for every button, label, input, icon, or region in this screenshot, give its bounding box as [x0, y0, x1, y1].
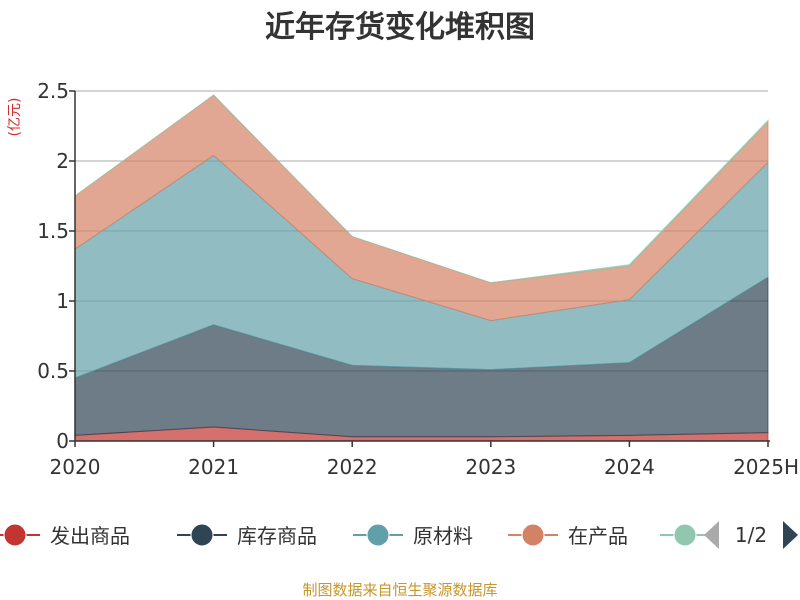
legend-item[interactable]: 在产品: [508, 523, 628, 548]
x-tick-label: 2025H: [733, 455, 799, 479]
unit-paren-open: (: [7, 131, 23, 136]
y-tick-labels: 0 0.5 1 1.5 2 2.5: [37, 79, 69, 453]
legend-circle-icon: [190, 523, 214, 547]
legend-circle-icon: [3, 523, 27, 547]
legend-item[interactable]: [660, 523, 710, 547]
chart-title: 近年存货变化堆积图: [265, 10, 535, 45]
legend-next-arrow-icon[interactable]: [783, 521, 798, 549]
legend-circle-icon: [521, 523, 545, 547]
legend-label: 原材料: [413, 524, 473, 548]
area-series-5: [74, 94, 769, 284]
source-note: 制图数据来自恒生聚源数据库: [302, 581, 497, 599]
x-tick-labels: 2020 2021 2022 2023 2024 2025H: [50, 455, 799, 479]
x-tick-label: 2024: [604, 455, 655, 479]
legend-label: 在产品: [568, 524, 628, 548]
unit-paren-close: ): [7, 98, 23, 103]
x-tick-label: 2023: [465, 455, 516, 479]
y-axis-unit: (亿元): [7, 98, 23, 137]
y-tick-label: 0.5: [37, 359, 69, 383]
legend-page-indicator: 1/2: [735, 523, 767, 547]
x-tick-label: 2021: [188, 455, 239, 479]
legend-prev-arrow-icon[interactable]: [704, 521, 719, 549]
legend-circle-icon: [673, 523, 697, 547]
legend: 发出商品 库存商品 原材料 在产品: [0, 523, 710, 548]
legend-label: 发出商品: [50, 524, 130, 548]
x-tick-label: 2020: [50, 455, 101, 479]
legend-label: 库存商品: [237, 524, 317, 548]
legend-circle-icon: [366, 523, 390, 547]
legend-item[interactable]: 原材料: [353, 523, 473, 548]
x-tick-label: 2022: [327, 455, 378, 479]
area-series: [74, 94, 769, 442]
legend-pager: 1/2: [704, 521, 798, 549]
y-tick-label: 2.5: [37, 79, 69, 103]
unit-label: 亿元: [7, 103, 23, 131]
y-tick-label: 0: [56, 429, 69, 453]
legend-item[interactable]: 库存商品: [177, 523, 317, 548]
y-tick-label: 2: [56, 149, 69, 173]
y-tick-label: 1: [56, 289, 69, 313]
axes: [69, 90, 770, 447]
y-tick-label: 1.5: [37, 219, 69, 243]
legend-item[interactable]: 发出商品: [0, 523, 130, 548]
